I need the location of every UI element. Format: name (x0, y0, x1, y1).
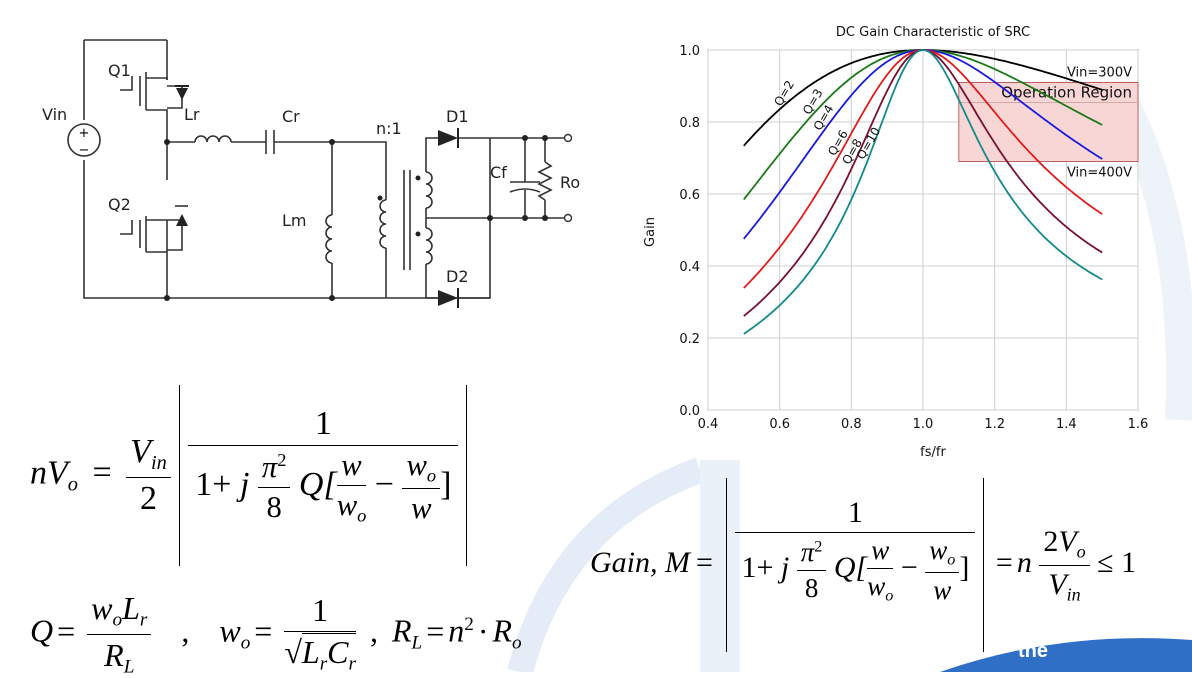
x-tick-label: 0.6 (769, 417, 790, 432)
label-cr: Cr (282, 107, 300, 126)
label-d2: D2 (446, 267, 469, 286)
y-tick-label: 0.8 (679, 116, 700, 131)
label-cf: Cf (490, 163, 507, 182)
chart-ticks: 0.4 0.6 0.8 1.0 1.2 1.4 1.6 0.0 0.2 0.4 0.6 0.8 1.0 (679, 44, 1148, 432)
vin-minus: − (79, 143, 90, 158)
x-axis-label: fs/fr (920, 445, 946, 460)
x-tick-label: 1.6 (1128, 417, 1149, 432)
label-ro: Ro (560, 173, 580, 192)
equation-q-wo-rl: Q = woLr RL , wo = 1 √LrCr , RL = n2 · Ro (30, 590, 522, 678)
y-axis-label: Gain (643, 217, 658, 247)
label-lm: Lm (282, 211, 307, 230)
x-tick-label: 1.0 (913, 417, 934, 432)
y-tick-label: 0.4 (679, 260, 700, 275)
label-turns-ratio: n:1 (376, 119, 402, 138)
y-tick-label: 1.0 (679, 44, 700, 59)
label-q2: Q2 (108, 195, 131, 214)
vin-plus: + (79, 126, 90, 141)
chart-title: DC Gain Characteristic of SRC (836, 25, 1030, 40)
y-tick-label: 0.2 (679, 332, 700, 347)
chart-series (743, 49, 1103, 335)
equation-output-voltage: nVo = Vin 2 1 1+ j π2 8 Q[w wo − wo w] (30, 385, 468, 566)
annotation-operation-region: Operation Region (1001, 83, 1132, 101)
annotation-vin-400: Vin=400V (1067, 166, 1132, 181)
x-tick-label: 1.4 (1056, 417, 1077, 432)
x-tick-label: 0.8 (841, 417, 862, 432)
src-circuit-diagram: + − Vin Q1 Q2 Lr Cr Lm n:1 D1 D2 Cf Ro (42, 39, 580, 308)
x-tick-label: 1.2 (984, 417, 1005, 432)
equation-gain: Gain, M = 1 1+ j π2 8 Q[w wo − wo w] = n 2Vo V… (590, 478, 1136, 652)
label-d1: D1 (446, 107, 469, 126)
dc-gain-chart: DC Gain Characteristic of SRC fs/fr Gain… (643, 25, 1148, 460)
label-vin: Vin (42, 105, 67, 124)
y-tick-label: 0.6 (679, 188, 700, 203)
label-q1: Q1 (108, 61, 131, 80)
y-tick-label: 0.0 (679, 404, 700, 419)
annotation-vin-300: Vin=300V (1067, 65, 1132, 80)
series-line-q-10 (743, 49, 1103, 335)
x-tick-label: 0.4 (698, 417, 719, 432)
brand-logo: the (1018, 640, 1048, 662)
label-lr: Lr (184, 105, 200, 124)
